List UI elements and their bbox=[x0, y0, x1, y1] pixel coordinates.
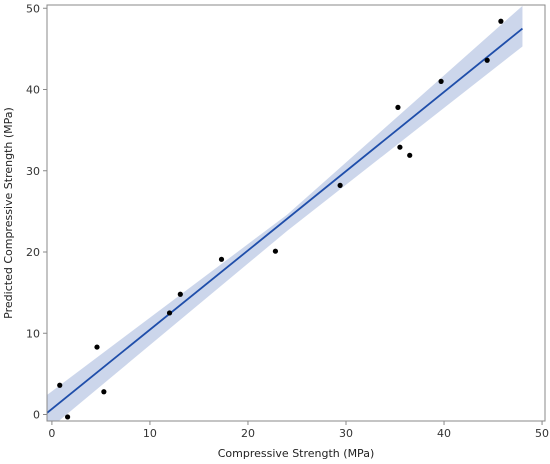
axes: 0 10 20 30 40 50 0 10 20 30 40 50 bbox=[26, 2, 549, 440]
data-point bbox=[101, 389, 107, 395]
y-tick-label: 10 bbox=[26, 327, 40, 340]
data-point bbox=[438, 78, 444, 84]
y-tick-label: 30 bbox=[26, 165, 40, 178]
data-point bbox=[218, 256, 225, 262]
x-axis-title: Compressive Strength (MPa) bbox=[218, 447, 374, 460]
x-tick-label: 40 bbox=[437, 427, 451, 440]
data-point bbox=[57, 382, 63, 388]
data-point bbox=[397, 144, 403, 150]
data-point bbox=[337, 182, 343, 188]
data-point bbox=[272, 248, 279, 254]
x-tick-label: 30 bbox=[339, 427, 353, 440]
y-tick-label: 20 bbox=[26, 246, 40, 259]
x-tick-label: 20 bbox=[241, 427, 255, 440]
y-tick-label: 0 bbox=[33, 409, 40, 422]
data-point bbox=[484, 57, 490, 63]
fit-line bbox=[47, 27, 524, 414]
x-tick-label: 10 bbox=[143, 427, 157, 440]
data-point bbox=[407, 152, 413, 158]
y-tick-label: 50 bbox=[26, 2, 40, 15]
plot-frame bbox=[46, 4, 546, 422]
y-axis-title: Predicted Compressive Strength (MPa) bbox=[2, 107, 15, 319]
data-point bbox=[64, 414, 71, 420]
y-tick-label: 40 bbox=[26, 84, 40, 97]
data-point bbox=[498, 18, 504, 24]
x-tick-label: 50 bbox=[535, 427, 549, 440]
x-tick-label: 0 bbox=[48, 427, 55, 440]
data-point bbox=[395, 104, 401, 110]
data-point bbox=[94, 344, 100, 350]
data-point bbox=[166, 310, 173, 316]
data-point bbox=[177, 291, 183, 297]
plot-area bbox=[47, 5, 524, 421]
